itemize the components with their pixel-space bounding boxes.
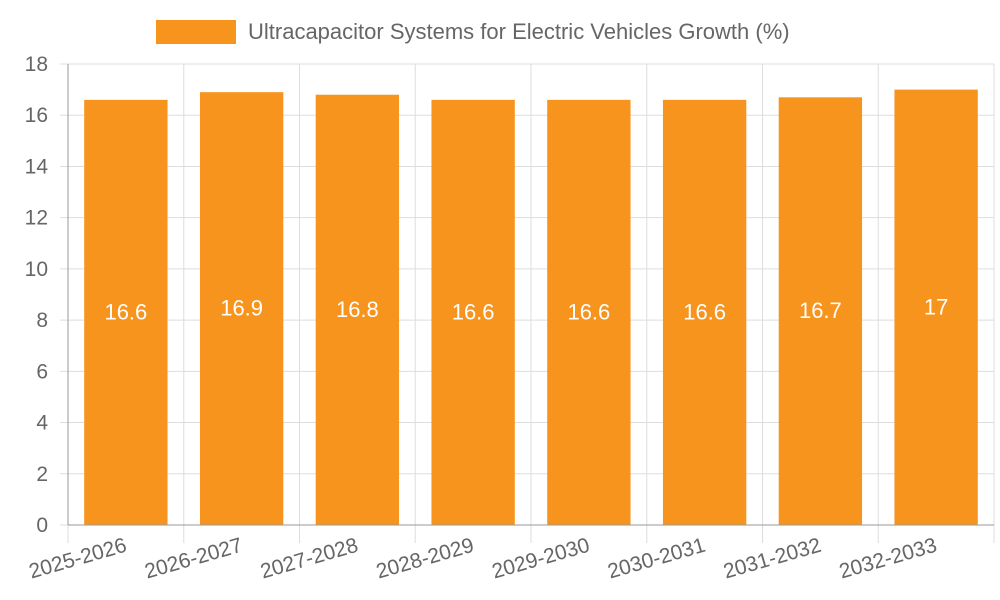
bar-value-label: 17 xyxy=(924,294,948,319)
y-tick-label: 4 xyxy=(36,412,48,435)
bar-value-label: 16.9 xyxy=(220,296,263,321)
y-tick-label: 2 xyxy=(36,463,48,486)
bar-value-label: 16.7 xyxy=(799,298,842,323)
y-tick-label: 14 xyxy=(25,155,49,178)
bar[interactable] xyxy=(315,94,400,525)
bar[interactable] xyxy=(431,99,515,525)
bar-value-label: 16.6 xyxy=(683,299,726,324)
legend-swatch xyxy=(156,20,236,44)
y-tick-label: 8 xyxy=(36,309,48,332)
x-tick-label: 2031-2032 xyxy=(721,534,824,584)
y-tick-label: 18 xyxy=(25,53,48,76)
y-tick-label: 6 xyxy=(36,360,48,383)
bar[interactable] xyxy=(778,97,863,526)
x-tick-label: 2032-2033 xyxy=(837,534,940,584)
bar[interactable] xyxy=(547,99,631,525)
legend[interactable]: Ultracapacitor Systems for Electric Vehi… xyxy=(156,19,790,44)
bar-value-label: 16.6 xyxy=(104,299,147,324)
bars-layer: 16.6 16.9 16.8 16.6 16.6 16.6 16.7 17 xyxy=(84,89,978,526)
y-tick-label: 16 xyxy=(25,104,48,127)
bar-value-label: 16.6 xyxy=(452,299,495,324)
x-tick-label: 2027-2028 xyxy=(258,534,361,584)
x-tick-label: 2029-2030 xyxy=(489,534,592,584)
y-tick-label: 0 xyxy=(36,514,48,537)
bar-value-label: 16.6 xyxy=(567,299,610,324)
x-tick-label: 2025-2026 xyxy=(26,534,129,584)
y-tick-label: 12 xyxy=(25,207,48,230)
bar[interactable] xyxy=(199,92,284,525)
bar[interactable] xyxy=(84,99,168,525)
x-tick-label: 2026-2027 xyxy=(142,534,245,584)
bar[interactable] xyxy=(662,99,747,525)
bar-value-label: 16.8 xyxy=(336,297,379,322)
y-tick-label: 10 xyxy=(25,258,48,281)
bar[interactable] xyxy=(894,89,978,525)
x-tick-label: 2028-2029 xyxy=(374,534,477,584)
x-tick-label: 2030-2031 xyxy=(605,534,708,584)
legend-label: Ultracapacitor Systems for Electric Vehi… xyxy=(248,19,790,44)
